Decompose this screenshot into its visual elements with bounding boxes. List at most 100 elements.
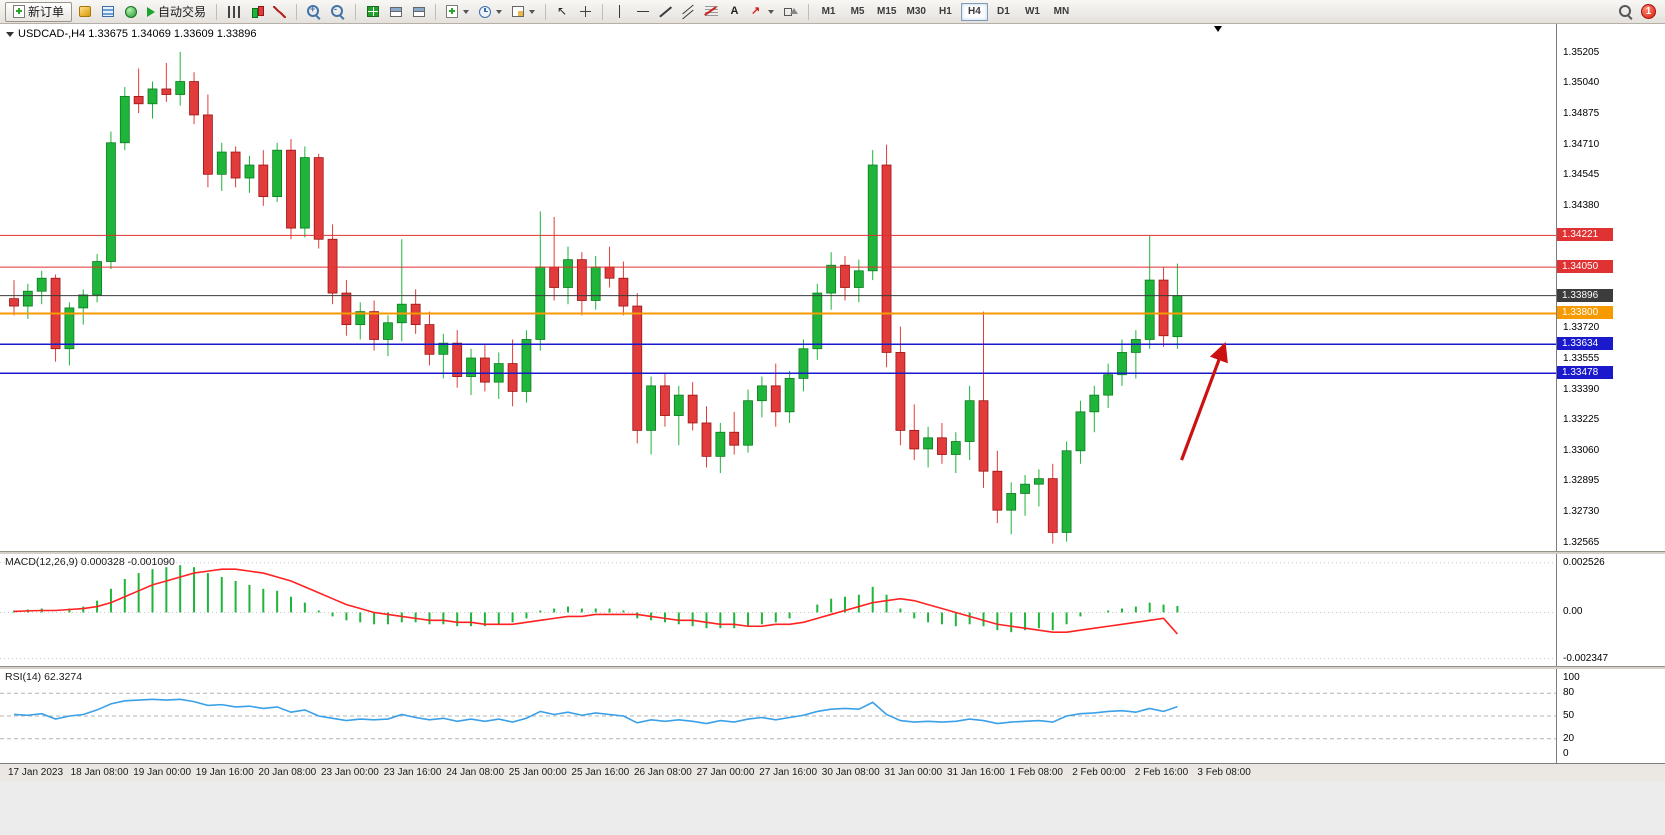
price-tick: 1.34380 bbox=[1563, 199, 1600, 211]
search-icon[interactable] bbox=[1619, 4, 1633, 19]
candle-body bbox=[1158, 279, 1169, 337]
channel-tool-button[interactable] bbox=[678, 2, 699, 22]
arrange-grid-icon bbox=[366, 6, 379, 17]
trendline-tool-button[interactable] bbox=[655, 2, 676, 22]
candle-body bbox=[701, 422, 712, 457]
panel-splitter[interactable] bbox=[0, 551, 1665, 554]
candle-body bbox=[1034, 478, 1044, 485]
vertical-line-tool-button[interactable] bbox=[609, 2, 630, 22]
crosshair-tool-button[interactable] bbox=[575, 2, 596, 22]
time-label: 31 Jan 00:00 bbox=[884, 767, 943, 778]
toolbar-separator bbox=[808, 3, 810, 20]
timeframe-button-m30[interactable]: M30 bbox=[902, 3, 929, 21]
new-chart-button[interactable] bbox=[442, 2, 473, 22]
metaeditor-button[interactable] bbox=[74, 2, 95, 22]
price-chart-panel[interactable]: USDCAD-,H4 1.33675 1.34069 1.33609 1.338… bbox=[0, 24, 1665, 551]
notification-badge[interactable]: 1 bbox=[1641, 4, 1656, 19]
time-axis[interactable]: 17 Jan 2023 18 Jan 08:00 19 Jan 00:00 19 Ja… bbox=[0, 763, 1665, 781]
toolbar-separator bbox=[355, 3, 357, 20]
rsi-chart bbox=[0, 692, 1556, 740]
price-tick: 1.32895 bbox=[1563, 475, 1600, 487]
periods-button[interactable] bbox=[475, 2, 506, 22]
macd-signal-line bbox=[13, 568, 1178, 635]
candle-body bbox=[1006, 493, 1017, 511]
panel-splitter[interactable] bbox=[0, 666, 1665, 669]
price-tick: 1.32565 bbox=[1563, 536, 1600, 548]
candle-body bbox=[272, 149, 283, 197]
arrange-grid-button[interactable] bbox=[362, 2, 383, 22]
timeframe-button-m15[interactable]: M15 bbox=[873, 3, 900, 21]
candle-body bbox=[22, 290, 33, 307]
zoom-out-button[interactable] bbox=[327, 2, 349, 22]
timeframe-button-mn[interactable]: MN bbox=[1048, 3, 1075, 21]
time-label: 27 Jan 00:00 bbox=[696, 767, 755, 778]
arrow-tool-button[interactable] bbox=[747, 2, 778, 22]
timeframe-button-d1[interactable]: D1 bbox=[990, 3, 1017, 21]
autotrading-button[interactable]: 自动交易 bbox=[143, 2, 210, 22]
candle-body bbox=[106, 142, 116, 262]
trendline-icon bbox=[659, 5, 672, 18]
candle-body bbox=[646, 385, 656, 431]
candle-body bbox=[909, 429, 920, 450]
candle-body bbox=[1103, 374, 1114, 396]
candle-body bbox=[133, 95, 144, 105]
candle-body bbox=[119, 95, 130, 144]
shapes-icon bbox=[784, 5, 799, 18]
candle-body bbox=[216, 151, 227, 175]
chevron-down-icon bbox=[496, 9, 503, 14]
cursor-tool-button[interactable] bbox=[552, 2, 573, 22]
price-tick: 1.32730 bbox=[1563, 506, 1600, 518]
candle-body bbox=[1047, 478, 1058, 533]
data-window-icon bbox=[101, 6, 114, 17]
text-tool-button[interactable]: A bbox=[724, 2, 745, 22]
rsi-line bbox=[13, 698, 1178, 725]
price-tick: 1.33720 bbox=[1563, 322, 1600, 334]
candle-body bbox=[299, 157, 310, 229]
rsi-panel[interactable]: RSI(14) 62.3274 100 80 50 20 0 bbox=[0, 669, 1665, 763]
timeframe-button-h4[interactable]: H4 bbox=[960, 2, 988, 21]
horizontal-line-tool-button[interactable] bbox=[632, 2, 653, 22]
macd-panel[interactable]: MACD(12,26,9) 0.000328 -0.001090 0.00252… bbox=[0, 554, 1665, 666]
price-tick: 1.34545 bbox=[1563, 169, 1600, 181]
toolbar-separator bbox=[545, 3, 547, 20]
templates-button[interactable] bbox=[508, 2, 539, 22]
candle-body bbox=[923, 437, 933, 450]
price-tick: 1.34875 bbox=[1563, 107, 1600, 119]
time-label: 26 Jan 08:00 bbox=[634, 767, 692, 778]
fibonacci-icon bbox=[705, 6, 719, 17]
bars-chart-button[interactable] bbox=[223, 2, 244, 22]
cascade-windows-button[interactable] bbox=[408, 2, 429, 22]
candlestick-chart-button[interactable] bbox=[246, 2, 267, 22]
tile-windows-button[interactable] bbox=[385, 2, 406, 22]
candle-body bbox=[964, 400, 975, 442]
navigator-button[interactable] bbox=[120, 2, 141, 22]
candle-body bbox=[244, 164, 255, 179]
tile-windows-icon bbox=[389, 6, 402, 17]
candle-body bbox=[687, 394, 698, 424]
timeframe-button-h1[interactable]: H1 bbox=[932, 3, 959, 21]
data-window-button[interactable] bbox=[97, 2, 118, 22]
fibonacci-tool-button[interactable] bbox=[701, 2, 722, 22]
shapes-tool-button[interactable] bbox=[780, 2, 802, 22]
new-order-button[interactable]: 新订单 bbox=[5, 1, 73, 22]
time-label: 23 Jan 16:00 bbox=[383, 767, 442, 778]
time-label: 25 Jan 16:00 bbox=[571, 767, 630, 778]
zoom-in-button[interactable] bbox=[303, 2, 325, 22]
candle-body bbox=[660, 385, 670, 416]
arrow-tool-icon bbox=[751, 4, 763, 18]
one-click-trading-toggle[interactable] bbox=[6, 31, 14, 37]
chevron-down-icon bbox=[463, 9, 470, 14]
timeframe-button-w1[interactable]: W1 bbox=[1019, 3, 1046, 21]
arrow-annotation[interactable] bbox=[1180, 342, 1228, 461]
scroll-to-end-marker[interactable] bbox=[1214, 26, 1222, 32]
price-axis[interactable]: 1.35205 1.35040 1.34875 1.34710 1.34545 1.343… bbox=[1556, 24, 1665, 551]
candle-body bbox=[757, 385, 767, 402]
time-label: 17 Jan 2023 bbox=[8, 767, 64, 778]
timeframe-button-m5[interactable]: M5 bbox=[844, 3, 871, 21]
timeframe-button-m1[interactable]: M1 bbox=[815, 3, 842, 21]
price-badge: 1.34221 bbox=[1557, 228, 1613, 242]
new-chart-icon bbox=[446, 5, 459, 18]
time-label: 24 Jan 08:00 bbox=[446, 767, 505, 778]
line-chart-button[interactable] bbox=[269, 2, 290, 22]
new-order-icon bbox=[13, 5, 25, 18]
